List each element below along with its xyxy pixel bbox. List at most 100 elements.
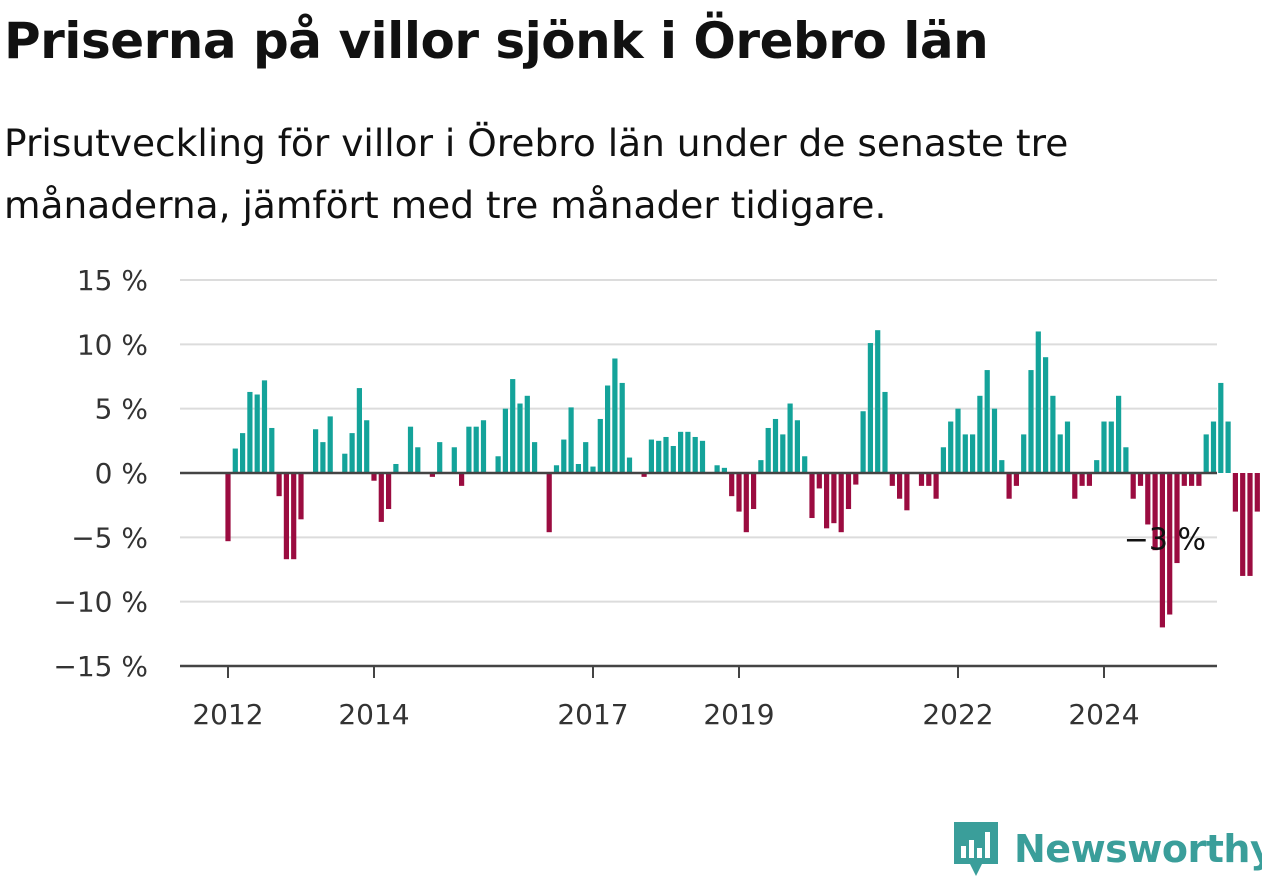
bar (561, 439, 567, 473)
bar (342, 453, 348, 473)
bar (1123, 447, 1129, 473)
bar (480, 420, 487, 473)
axis-labels: 15 % 10 % 5 % 0 % −5 % −10 % −15 % 2012 2014 2017… (53, 264, 1206, 731)
bar (751, 473, 757, 510)
newsworthy-logo: Newsworthy (950, 818, 1262, 880)
bar (962, 434, 968, 473)
bar (386, 473, 392, 510)
bar (816, 473, 822, 489)
y-tick-label: 5 % (95, 393, 148, 426)
bar (1094, 460, 1100, 473)
bar (364, 420, 370, 473)
bar (758, 460, 764, 473)
bar (291, 473, 297, 560)
bar (605, 385, 611, 473)
bar (473, 426, 479, 473)
y-tick-label: 10 % (77, 328, 148, 361)
bar (524, 395, 530, 473)
bar (977, 395, 983, 473)
bar (955, 408, 961, 473)
bar (721, 467, 727, 473)
bar (802, 456, 808, 473)
chart-subtitle: Prisutveckling för villor i Örebro län u… (4, 121, 1069, 227)
bar (970, 434, 976, 473)
bar (283, 473, 289, 560)
bar (626, 457, 633, 473)
bar (583, 442, 589, 473)
bar (1247, 473, 1253, 576)
bar (685, 431, 691, 473)
bar (532, 442, 538, 473)
bar (933, 473, 939, 499)
bar (459, 473, 465, 486)
x-tick-label: 2019 (703, 698, 774, 731)
bar (225, 473, 231, 542)
bar (1013, 473, 1019, 486)
x-tick-label: 2024 (1068, 698, 1139, 731)
bar (415, 447, 421, 473)
bar (1086, 473, 1092, 486)
bar (298, 473, 304, 520)
bar (1225, 421, 1231, 473)
bar (510, 379, 516, 473)
bar (794, 420, 800, 473)
y-tick-label: 15 % (77, 264, 148, 297)
bar (670, 445, 676, 473)
bar (247, 391, 253, 473)
bar-series (225, 330, 1260, 628)
bar (378, 473, 384, 522)
bar (765, 427, 771, 473)
bar (597, 418, 603, 473)
y-tick-label: −10 % (53, 586, 148, 619)
bar (495, 456, 501, 473)
bar (984, 370, 990, 473)
bar (641, 473, 647, 477)
bar (897, 473, 903, 499)
bar (948, 421, 954, 473)
y-tick-label: 0 % (95, 457, 148, 490)
bar (1057, 434, 1063, 473)
bar (714, 465, 720, 473)
bar (1196, 473, 1202, 486)
bar (269, 427, 275, 473)
bar (1043, 357, 1049, 473)
bar (845, 473, 852, 510)
bar (437, 442, 443, 473)
bar (926, 473, 932, 486)
bar (875, 330, 881, 473)
bar (320, 442, 326, 473)
bar (940, 447, 946, 473)
bar (692, 436, 698, 473)
bar (553, 465, 560, 473)
bar (313, 429, 319, 473)
bar (261, 380, 268, 473)
bar (729, 473, 735, 497)
bar (1210, 421, 1217, 473)
bar (656, 440, 662, 473)
bar (663, 436, 669, 473)
bar (1152, 473, 1158, 551)
brand-name: Newsworthy (1014, 827, 1262, 871)
bar (1254, 473, 1260, 512)
bar (502, 408, 508, 473)
bar (1167, 473, 1173, 615)
bar (393, 463, 399, 473)
bar (407, 426, 414, 473)
bar (232, 448, 238, 473)
bar (349, 433, 355, 473)
bar (1064, 421, 1071, 473)
x-tick-label: 2014 (338, 698, 409, 731)
bar (327, 416, 333, 473)
bar (451, 447, 457, 473)
last-value-label: −3 % (1124, 522, 1206, 557)
bar (1072, 473, 1078, 499)
bar (882, 391, 888, 473)
bar-chart-logo-icon (954, 822, 998, 876)
y-tick-label: −5 % (71, 521, 148, 554)
bar (831, 473, 837, 524)
bar (1174, 473, 1180, 564)
bar (991, 408, 998, 473)
bar (809, 473, 815, 519)
bar (736, 473, 742, 512)
bar (743, 473, 749, 533)
